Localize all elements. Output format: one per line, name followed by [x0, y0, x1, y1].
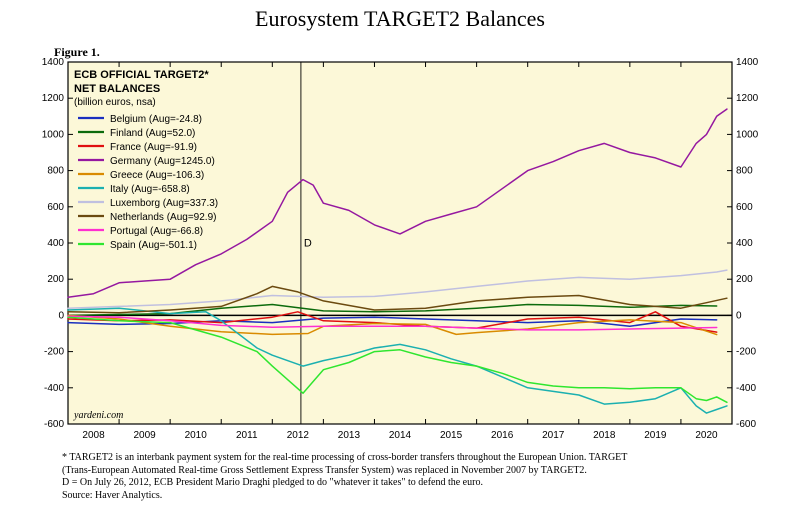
y-tick-label-right: 400: [736, 238, 753, 249]
x-tick-label: 2008: [82, 430, 105, 441]
y-tick-label-right: -200: [736, 347, 756, 358]
footnote-line: D = On July 26, 2012, ECB President Mari…: [62, 477, 752, 490]
chart-area: -600 -600 -400 -400 -200 -200 0 0 200 200 400 400 60…: [36, 58, 764, 446]
y-tick-label-right: -400: [736, 383, 756, 394]
footnote-line: * TARGET2 is an interbank payment system…: [62, 452, 752, 465]
y-tick-label-left: 1400: [42, 58, 65, 68]
y-tick-label-right: 1000: [736, 129, 759, 140]
y-tick-label-left: 400: [47, 238, 64, 249]
y-tick-label-left: 1000: [42, 129, 65, 140]
footnote-block: * TARGET2 is an interbank payment system…: [62, 452, 752, 502]
x-tick-label: 2010: [185, 430, 208, 441]
x-tick-label: 2014: [389, 430, 412, 441]
x-tick-label: 2011: [236, 430, 258, 441]
x-tick-label: 2019: [644, 430, 667, 441]
legend-label: Germany (Aug=1245.0): [110, 156, 215, 167]
y-tick-label-left: -400: [44, 383, 64, 394]
x-tick-label: 2012: [287, 430, 310, 441]
y-tick-label-right: -600: [736, 419, 756, 430]
x-tick-label: 2016: [491, 430, 514, 441]
y-tick-label-right: 600: [736, 202, 753, 213]
y-tick-label-left: 800: [47, 166, 64, 177]
legend-label: Luxemborg (Aug=337.3): [110, 198, 218, 209]
y-tick-label-right: 1400: [736, 58, 759, 68]
x-tick-label: 2015: [440, 430, 463, 441]
y-tick-label-right: 1200: [736, 93, 759, 104]
legend-label: Netherlands (Aug=92.9): [110, 212, 216, 223]
y-tick-label-right: 0: [736, 310, 742, 321]
footnote-line: (Trans-European Automated Real-time Gros…: [62, 465, 752, 478]
legend-label: Portugal (Aug=-66.8): [110, 226, 203, 237]
attribution: yardeni.com: [73, 410, 123, 421]
x-tick-label: 2009: [133, 430, 156, 441]
d-marker-label: D: [304, 238, 312, 250]
legend-label: Belgium (Aug=-24.8): [110, 114, 202, 125]
chart-container: Eurosystem TARGET2 Balances Figure 1. -6…: [0, 6, 800, 514]
chart-heading-2: NET BALANCES: [74, 83, 160, 95]
footnote-line: Source: Haver Analytics.: [62, 490, 752, 503]
y-tick-label-left: 1200: [42, 93, 65, 104]
chart-subhead: (billion euros, nsa): [74, 97, 156, 108]
y-tick-label-right: 800: [736, 166, 753, 177]
legend-label: Italy (Aug=-658.8): [110, 184, 190, 195]
y-tick-label-left: 200: [47, 274, 64, 285]
legend-label: Greece (Aug=-106.3): [110, 170, 204, 181]
y-tick-label-left: -600: [44, 419, 64, 430]
page-title: Eurosystem TARGET2 Balances: [0, 6, 800, 32]
x-tick-label: 2020: [695, 430, 718, 441]
x-tick-label: 2017: [542, 430, 565, 441]
chart-heading-1: ECB OFFICIAL TARGET2*: [74, 69, 209, 81]
y-tick-label-right: 200: [736, 274, 753, 285]
legend-label: France (Aug=-91.9): [110, 142, 197, 153]
legend-label: Spain (Aug=-501.1): [110, 240, 197, 251]
x-tick-label: 2018: [593, 430, 616, 441]
y-tick-label-left: 600: [47, 202, 64, 213]
y-tick-label-left: -200: [44, 347, 64, 358]
legend-label: Finland (Aug=52.0): [110, 128, 195, 139]
line-chart: -600 -600 -400 -400 -200 -200 0 0 200 200 400 400 60…: [36, 58, 764, 446]
y-tick-label-left: 0: [58, 310, 64, 321]
x-tick-label: 2013: [338, 430, 361, 441]
